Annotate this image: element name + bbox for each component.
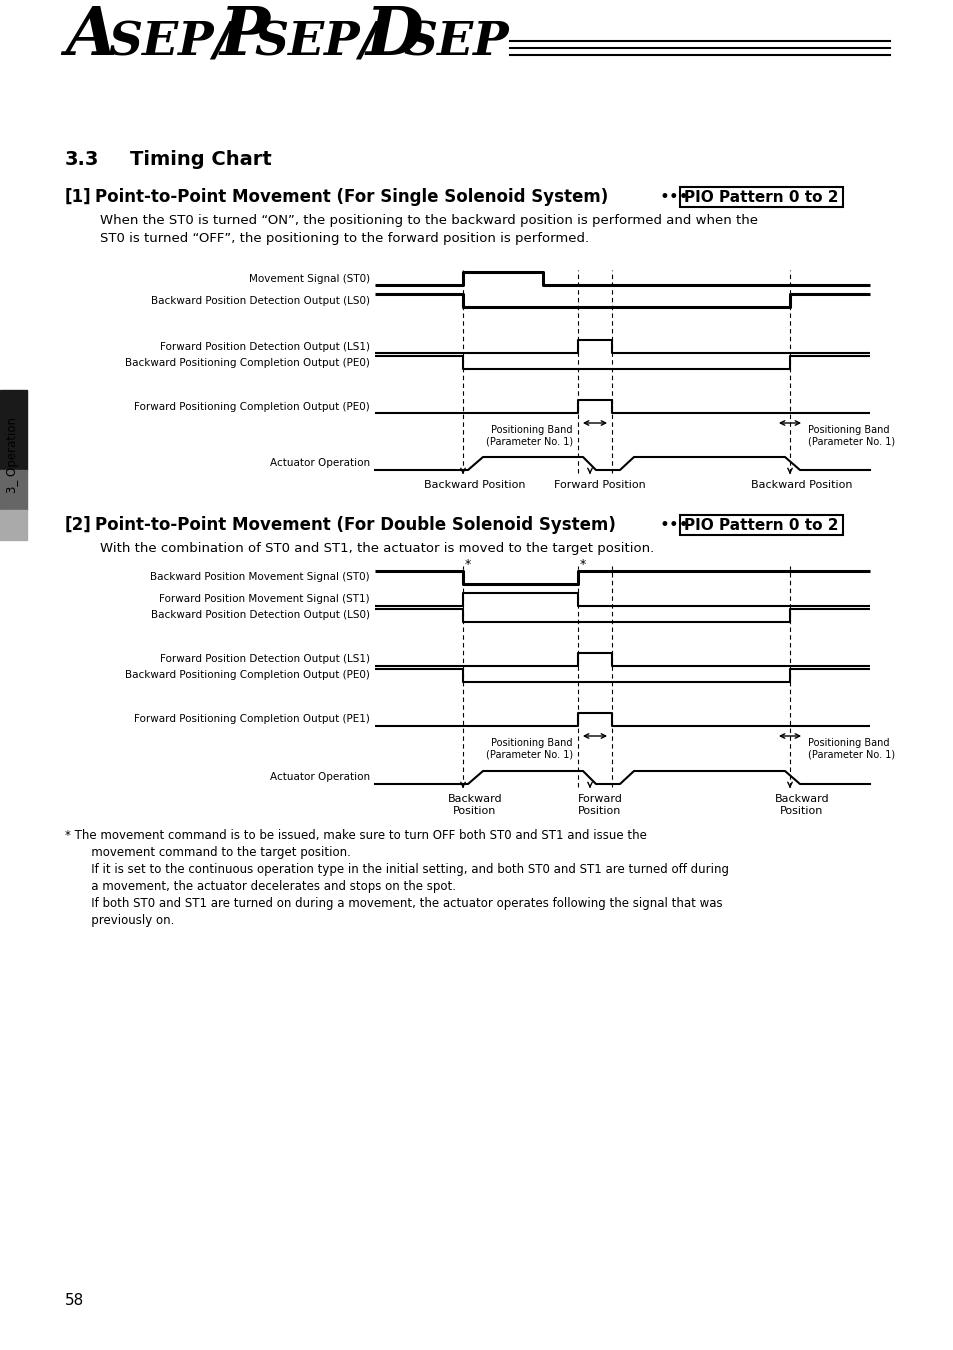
Text: Backward Position: Backward Position [750,481,852,490]
Text: Actuator Operation: Actuator Operation [270,459,370,468]
Bar [679,188,842,207]
Text: *: * [579,558,586,571]
Text: * The movement command is to be issued, make sure to turn OFF both ST0 and ST1 a: * The movement command is to be issued, … [65,829,646,842]
Text: [2]: [2] [65,516,91,535]
Text: Point-to-Point Movement (For Single Solenoid System): Point-to-Point Movement (For Single Sole… [95,188,608,207]
Text: Timing Chart: Timing Chart [130,150,272,169]
Text: •••: ••• [659,188,689,207]
Text: With the combination of ST0 and ST1, the actuator is moved to the target positio: With the combination of ST0 and ST1, the… [100,541,654,555]
Text: ST0 is turned “OFF”, the positioning to the forward position is performed.: ST0 is turned “OFF”, the positioning to … [100,232,589,244]
Text: •••: ••• [659,516,689,535]
Text: PIO Pattern 0 to 2: PIO Pattern 0 to 2 [683,517,838,532]
Text: SEP/: SEP/ [253,19,376,65]
Text: Forward Position Detection Output (LS1): Forward Position Detection Output (LS1) [160,342,370,351]
Text: Forward
Position: Forward Position [577,794,621,815]
Text: Backward Positioning Completion Output (PE0): Backward Positioning Completion Output (… [125,671,370,680]
Text: Forward Positioning Completion Output (PE0): Forward Positioning Completion Output (P… [134,401,370,412]
Text: 3.3: 3.3 [65,150,99,169]
Text: Actuator Operation: Actuator Operation [270,772,370,783]
Text: Backward Position Movement Signal (ST0): Backward Position Movement Signal (ST0) [151,572,370,582]
Text: SEP: SEP [402,19,508,65]
Text: SEP/: SEP/ [108,19,231,65]
Text: Backward Position: Backward Position [424,481,525,490]
Text: 58: 58 [65,1293,84,1308]
Text: movement command to the target position.: movement command to the target position. [80,846,351,859]
Text: Forward Position Movement Signal (ST1): Forward Position Movement Signal (ST1) [159,594,370,605]
Text: Positioning Band
(Parameter No. 1): Positioning Band (Parameter No. 1) [485,738,573,760]
Text: *: * [464,558,471,571]
Text: Backward
Position: Backward Position [774,794,828,815]
Bar [0,390,27,470]
Text: A: A [65,4,116,69]
Text: Backward Position Detection Output (LS0): Backward Position Detection Output (LS0) [151,610,370,621]
Text: Positioning Band
(Parameter No. 1): Positioning Band (Parameter No. 1) [807,738,894,760]
Text: If both ST0 and ST1 are turned on during a movement, the actuator operates follo: If both ST0 and ST1 are turned on during… [80,896,721,910]
Bar [0,470,27,510]
Text: 3_ Operation: 3_ Operation [7,417,19,493]
Text: Positioning Band
(Parameter No. 1): Positioning Band (Parameter No. 1) [807,425,894,447]
Bar [679,514,842,535]
Text: [1]: [1] [65,188,91,207]
Text: previously on.: previously on. [80,914,174,927]
Text: When the ST0 is turned “ON”, the positioning to the backward position is perform: When the ST0 is turned “ON”, the positio… [100,215,758,227]
Text: Backward
Position: Backward Position [447,794,502,815]
Text: Positioning Band
(Parameter No. 1): Positioning Band (Parameter No. 1) [485,425,573,447]
Text: P: P [220,4,270,69]
Text: Point-to-Point Movement (For Double Solenoid System): Point-to-Point Movement (For Double Sole… [95,516,616,535]
Text: PIO Pattern 0 to 2: PIO Pattern 0 to 2 [683,189,838,204]
Text: Backward Positioning Completion Output (PE0): Backward Positioning Completion Output (… [125,358,370,367]
Text: If it is set to the continuous operation type in the initial setting, and both S: If it is set to the continuous operation… [80,863,728,876]
Bar [0,510,27,540]
Text: Forward Position Detection Output (LS1): Forward Position Detection Output (LS1) [160,655,370,664]
Text: Movement Signal (ST0): Movement Signal (ST0) [249,274,370,284]
Text: Forward Positioning Completion Output (PE1): Forward Positioning Completion Output (P… [134,714,370,725]
Text: Backward Position Detection Output (LS0): Backward Position Detection Output (LS0) [151,296,370,305]
Text: a movement, the actuator decelerates and stops on the spot.: a movement, the actuator decelerates and… [80,880,456,892]
Text: Forward Position: Forward Position [554,481,645,490]
Text: D: D [366,4,423,69]
